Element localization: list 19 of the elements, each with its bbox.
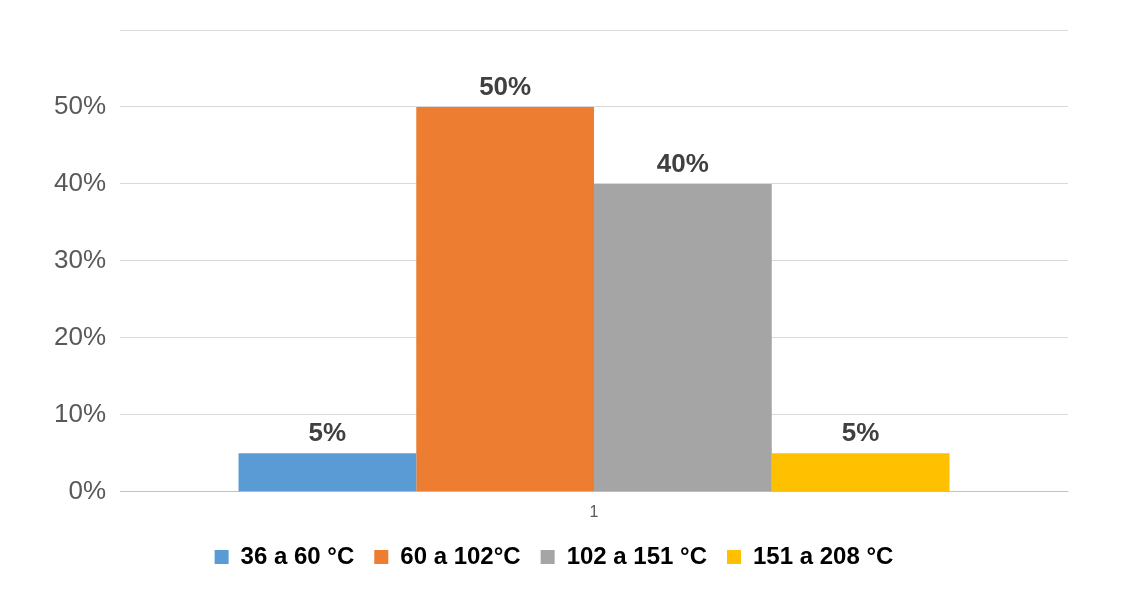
bar (594, 183, 772, 492)
data-label: 5% (308, 417, 347, 448)
bar (238, 453, 417, 492)
y-tick-label: 10% (53, 398, 107, 429)
y-tick-label: 40% (53, 167, 107, 198)
y-tick-label: 20% (53, 321, 107, 352)
legend-label: 36 a 60 °C (240, 541, 355, 569)
y-tick-label: 50% (53, 90, 107, 121)
data-label: 5% (841, 417, 880, 448)
data-label: 50% (479, 71, 532, 102)
legend-label: 102 a 151 °C (566, 541, 708, 569)
y-tick-label: 0% (68, 474, 107, 505)
x-tick-label: 1 (589, 502, 599, 520)
legend-label: 60 a 102°C (400, 541, 521, 569)
bar (416, 106, 595, 492)
y-tick-label: 30% (53, 244, 107, 275)
bar (771, 453, 950, 492)
legend-label: 151 a 208 °C (753, 541, 894, 569)
data-label: 40% (656, 148, 709, 179)
